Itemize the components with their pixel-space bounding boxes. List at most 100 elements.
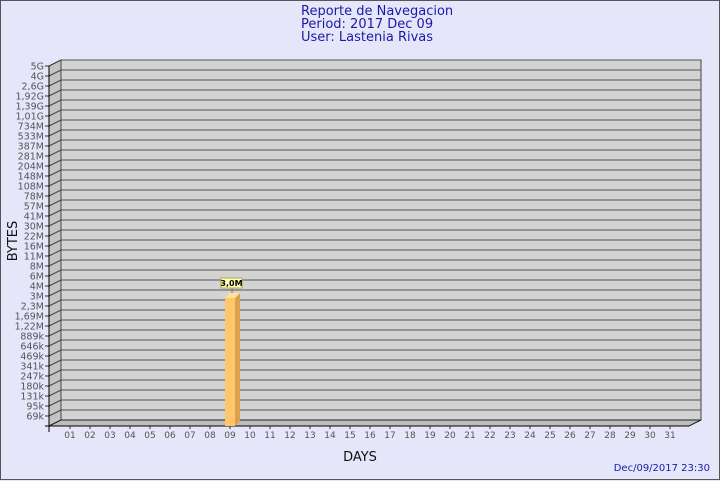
y-tick-label: 108M bbox=[18, 182, 44, 193]
chart-period: Period: 2017 Dec 09 bbox=[301, 17, 434, 32]
gridline-side bbox=[48, 99, 62, 107]
gridline-side bbox=[48, 269, 62, 277]
data-label-box bbox=[220, 277, 243, 289]
y-tick-label: 5G bbox=[31, 62, 44, 73]
x-tick-label: 13 bbox=[304, 431, 315, 441]
y-tick-label: 131k bbox=[20, 392, 44, 403]
gridline-side bbox=[48, 349, 62, 357]
x-tick-label: 21 bbox=[464, 431, 475, 441]
gridline-side bbox=[48, 369, 62, 377]
bar-side-09 bbox=[235, 293, 240, 426]
y-tick-label: 8M bbox=[30, 262, 44, 273]
x-axis-label: DAYS bbox=[343, 450, 377, 465]
x-tick-label: 22 bbox=[484, 431, 495, 441]
x-tick-label: 28 bbox=[604, 431, 616, 441]
gridline-side bbox=[48, 69, 62, 77]
data-label-09: 3,0M bbox=[220, 279, 242, 288]
gridline-side bbox=[48, 129, 62, 137]
x-tick-label: 18 bbox=[404, 431, 416, 441]
x-tick-label: 12 bbox=[284, 431, 295, 441]
y-tick-label: 247k bbox=[20, 372, 44, 383]
gridline-side bbox=[48, 209, 62, 217]
x-tick-label: 01 bbox=[64, 431, 75, 441]
gridline-side bbox=[48, 219, 62, 227]
gridline-side bbox=[48, 319, 62, 327]
y-tick-label: 341k bbox=[20, 362, 44, 373]
x-tick-label: 16 bbox=[364, 431, 376, 441]
bar-09 bbox=[225, 298, 235, 426]
y-tick-label: 11M bbox=[24, 252, 44, 263]
gridline-side bbox=[48, 169, 62, 177]
y-tick-label: 2,6G bbox=[22, 82, 44, 93]
x-tick-label: 07 bbox=[184, 431, 195, 441]
gridline-side bbox=[48, 149, 62, 157]
x-tick-label: 09 bbox=[224, 431, 236, 441]
timestamp: Dec/09/2017 23:30 bbox=[614, 463, 710, 474]
y-tick-label: 889k bbox=[20, 332, 44, 343]
gridline-side bbox=[48, 389, 62, 397]
gridline-side bbox=[48, 229, 62, 237]
y-tick-label: 95k bbox=[26, 402, 44, 413]
x-tick-label: 08 bbox=[204, 431, 216, 441]
x-tick-label: 27 bbox=[584, 431, 595, 441]
y-tick-label: 4G bbox=[31, 72, 44, 83]
gridline-side bbox=[48, 119, 62, 127]
gridline-side bbox=[48, 339, 62, 347]
gridline-side bbox=[48, 239, 62, 247]
gridline-side bbox=[48, 179, 62, 187]
y-tick-label: 78M bbox=[24, 192, 44, 203]
x-tick-label: 14 bbox=[324, 431, 336, 441]
y-tick-label: 734M bbox=[18, 122, 44, 133]
x-tick-label: 10 bbox=[244, 431, 256, 441]
x-tick-label: 11 bbox=[264, 431, 275, 441]
x-tick-label: 25 bbox=[544, 431, 555, 441]
gridline-side bbox=[48, 249, 62, 257]
gridline-side bbox=[48, 309, 62, 317]
y-tick-label: 281M bbox=[18, 152, 44, 163]
y-tick-label: 22M bbox=[24, 232, 44, 243]
x-tick-label: 04 bbox=[124, 431, 136, 441]
gridline-side bbox=[48, 159, 62, 167]
y-tick-label: 3M bbox=[30, 292, 44, 303]
x-tick-label: 24 bbox=[524, 431, 536, 441]
x-tick-label: 15 bbox=[344, 431, 355, 441]
x-tick-label: 02 bbox=[84, 431, 95, 441]
gridline-side bbox=[48, 259, 62, 267]
gridline-side bbox=[48, 409, 62, 417]
x-tick-label: 06 bbox=[164, 431, 176, 441]
gridline-side bbox=[48, 289, 62, 297]
gridline-side bbox=[48, 189, 62, 197]
chart-user: User: Lastenia Rivas bbox=[301, 30, 434, 45]
y-tick-label: 533M bbox=[18, 132, 44, 143]
y-tick-label: 16M bbox=[24, 242, 44, 253]
x-tick-label: 19 bbox=[424, 431, 436, 441]
y-tick-label: 204M bbox=[18, 162, 44, 173]
gridline-side bbox=[48, 89, 62, 97]
x-tick-label: 26 bbox=[564, 431, 576, 441]
y-tick-label: 180k bbox=[20, 382, 44, 393]
bar-top-09 bbox=[225, 293, 240, 298]
gridline-side bbox=[48, 59, 62, 67]
y-tick-label: 4M bbox=[30, 282, 44, 293]
gridline-side bbox=[48, 279, 62, 287]
y-tick-label: 1,39G bbox=[15, 102, 44, 113]
y-tick-label: 1,01G bbox=[15, 112, 44, 123]
x-tick-label: 05 bbox=[144, 431, 155, 441]
y-axis-label: BYTES bbox=[6, 221, 21, 262]
gridline-side bbox=[48, 79, 62, 87]
y-tick-label: 1,92G bbox=[15, 92, 44, 103]
y-tick-label: 57M bbox=[24, 202, 44, 213]
y-tick-label: 646k bbox=[20, 342, 44, 353]
y-tick-label: 69k bbox=[26, 412, 44, 423]
x-tick-label: 20 bbox=[444, 431, 456, 441]
gridline-side bbox=[48, 109, 62, 117]
gridline-side bbox=[48, 329, 62, 337]
y-tick-label: 387M bbox=[18, 142, 44, 153]
y-tick-label: 1,69M bbox=[15, 312, 44, 323]
gridline-side bbox=[48, 199, 62, 207]
gridline-side bbox=[48, 379, 62, 387]
y-tick-label: 41M bbox=[24, 212, 44, 223]
x-tick-label: 03 bbox=[104, 431, 115, 441]
